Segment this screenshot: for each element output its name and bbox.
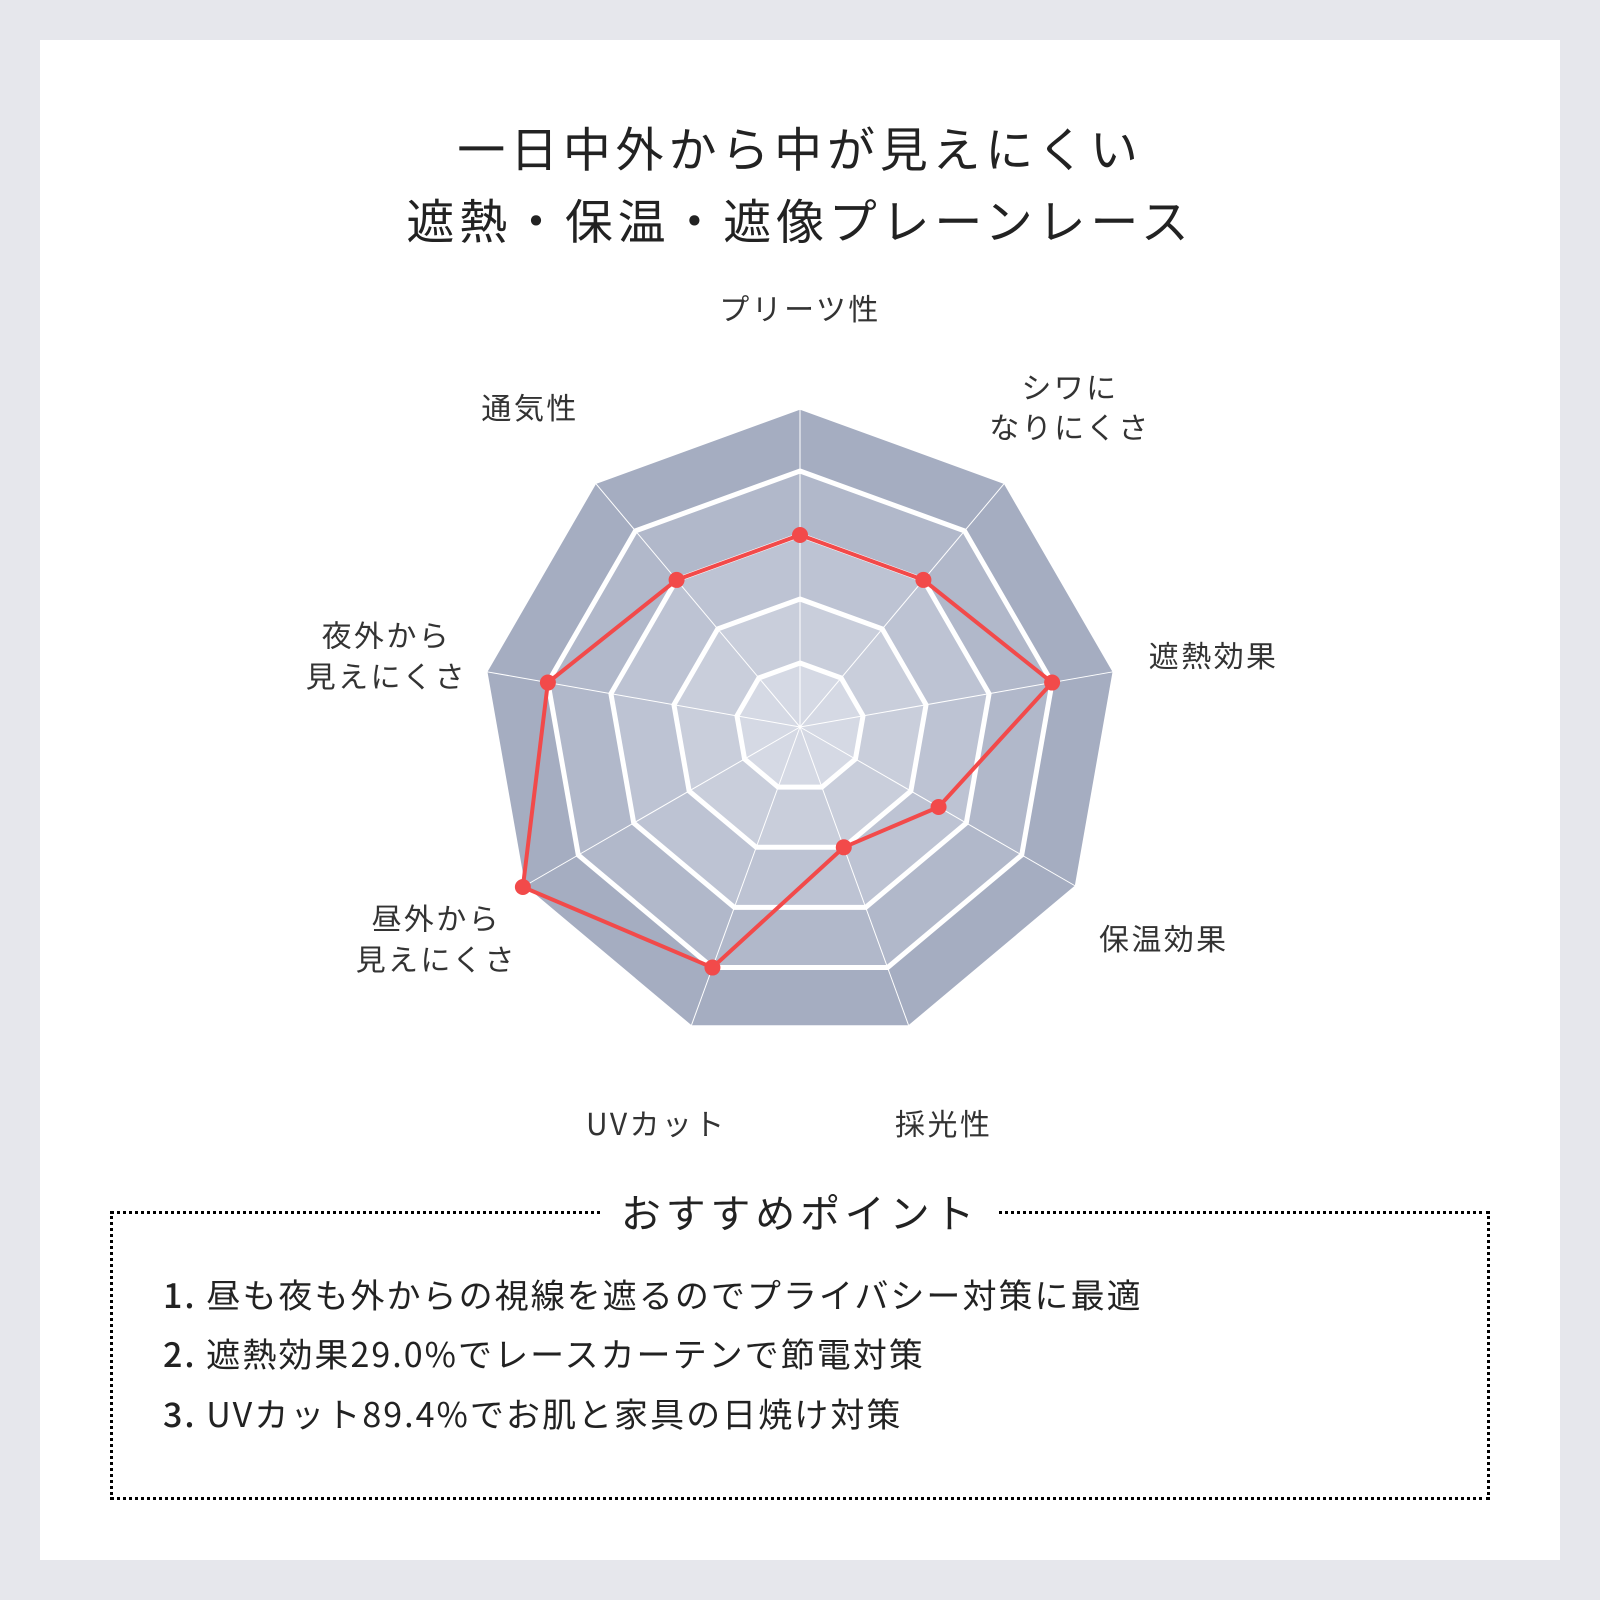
- radar-chart: プリーツ性シワに なりにくさ遮熱効果保温効果採光性 UVカット 昼外から 見えにくさ…: [110, 254, 1490, 1201]
- radar-axis-label: 採光性: [895, 1102, 992, 1143]
- recommend-point-item: UVカット89.4%でお肌と家具の日焼け対策: [163, 1383, 1437, 1443]
- radar-marker: [1044, 675, 1060, 691]
- recommend-points-title: おすすめポイント: [601, 1182, 999, 1240]
- title-line-2: 遮熱・保温・遮像プレーンレース: [406, 183, 1193, 253]
- radar-axis-label: 夜外から 見えにくさ: [306, 614, 467, 695]
- radar-axis-label: プリーツ性: [719, 287, 880, 328]
- radar-axis-label: UVカット: [586, 1102, 727, 1143]
- radar-marker: [792, 527, 808, 543]
- radar-axis-label: シワに なりにくさ: [989, 365, 1150, 446]
- radar-marker: [836, 840, 852, 856]
- radar-marker: [540, 675, 556, 691]
- radar-marker: [669, 572, 685, 588]
- radar-svg: [420, 347, 1180, 1107]
- radar-marker: [515, 879, 531, 895]
- page-title: 一日中外から中が見えにくい 遮熱・保温・遮像プレーンレース: [406, 110, 1193, 254]
- radar-axis-label: 保温効果: [1099, 917, 1229, 958]
- radar-axis-label: 遮熱効果: [1149, 634, 1279, 675]
- recommend-points-box: おすすめポイント 昼も夜も外からの視線を遮るのでプライバシー対策に最適遮熱効果2…: [110, 1211, 1490, 1501]
- recommend-points-list: 昼も夜も外からの視線を遮るのでプライバシー対策に最適遮熱効果29.0%でレースカ…: [163, 1264, 1437, 1443]
- title-line-1: 一日中外から中が見えにくい: [457, 111, 1142, 181]
- info-card: 一日中外から中が見えにくい 遮熱・保温・遮像プレーンレース プリーツ性シワに な…: [40, 40, 1560, 1560]
- recommend-point-item: 昼も夜も外からの視線を遮るのでプライバシー対策に最適: [163, 1264, 1437, 1324]
- radar-marker: [704, 960, 720, 976]
- radar-marker: [915, 572, 931, 588]
- radar-axis-label: 通気性: [481, 385, 578, 426]
- radar-marker: [931, 799, 947, 815]
- radar-axis-label: 昼外から 見えにくさ: [356, 897, 517, 978]
- recommend-point-item: 遮熱効果29.0%でレースカーテンで節電対策: [163, 1323, 1437, 1383]
